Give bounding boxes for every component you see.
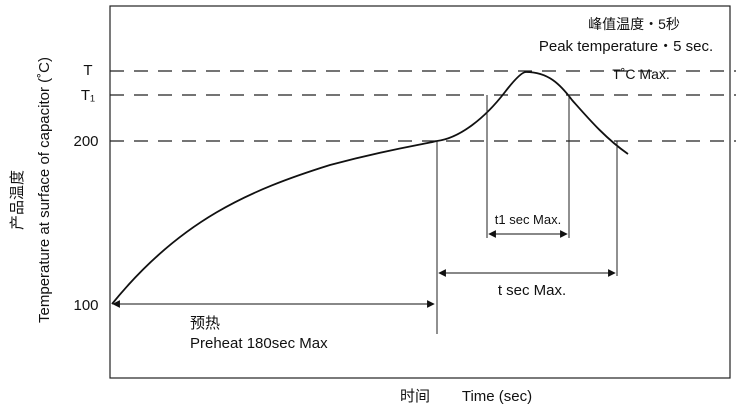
y-tick-200: 200	[73, 133, 98, 150]
t-span-label: t sec Max.	[498, 282, 566, 299]
y-tick-t1: T₁	[81, 87, 95, 104]
preheat-label-cn: 预热	[190, 315, 220, 332]
peak-annotation-cn: 峰值温度・5秒	[588, 16, 680, 32]
peak-annotation-en: Peak temperature・5 sec.	[539, 38, 713, 55]
t1-span-label: t1 sec Max.	[495, 212, 561, 227]
preheat-label-en: Preheat 180sec Max	[190, 335, 328, 352]
y-tick-t: T	[83, 62, 92, 79]
plot-frame	[109, 5, 731, 379]
y-axis-label-en: Temperature at surface of capacitor (˚C)	[36, 57, 53, 323]
x-axis-label-cn: 时间	[400, 388, 430, 405]
y-tick-100: 100	[73, 297, 98, 314]
y-axis-label-cn: 产品温度	[9, 170, 26, 230]
temperature-profile-line	[111, 71, 629, 305]
tmax-annotation: T˚C Max.	[612, 66, 670, 82]
x-axis-label-en: Time (sec)	[462, 388, 532, 405]
